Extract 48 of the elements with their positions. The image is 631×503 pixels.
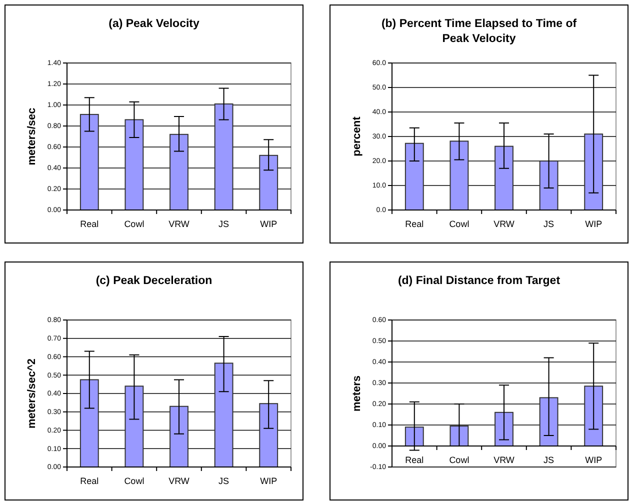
x-tick-label: WIP — [585, 219, 602, 229]
x-tick-label: WIP — [260, 219, 278, 229]
chart-title: (b) Percent Time Elapsed to Time of Peak Velocity — [381, 18, 577, 45]
bar — [124, 119, 144, 210]
x-tick-label: Real — [80, 219, 99, 229]
bar — [170, 406, 188, 468]
bar — [259, 403, 278, 468]
x-tick-label: JS — [544, 219, 554, 229]
bar — [539, 160, 558, 210]
x-tick-label: JS — [218, 219, 230, 229]
bar — [80, 379, 99, 468]
bar — [494, 146, 514, 210]
x-tick-label: JS — [544, 455, 554, 465]
x-tick-label: WIP — [585, 455, 602, 465]
x-tick-label: Real — [405, 455, 424, 465]
bar — [80, 114, 99, 210]
chart-title: (c) Peak Deceleration — [96, 275, 212, 287]
bar — [259, 154, 278, 210]
bar — [214, 362, 234, 468]
x-tick-label: JS — [218, 476, 230, 486]
bar — [584, 134, 604, 210]
bar — [539, 397, 558, 446]
bar — [494, 412, 514, 446]
chart-title: (a) Peak Velocity — [108, 18, 200, 30]
x-tick-label: VRW — [494, 455, 515, 465]
y-axis-title: meters/sec^2 — [26, 358, 38, 429]
x-tick-label: Cowl — [124, 219, 144, 229]
y-axis-title: meters/sec — [26, 108, 38, 166]
bar — [170, 134, 188, 210]
x-tick-label: VRW — [168, 476, 190, 486]
bar — [450, 426, 469, 446]
x-tick-label: WIP — [260, 476, 278, 486]
bar — [404, 426, 424, 446]
x-tick-label: Cowl — [449, 219, 470, 229]
x-tick-label: Real — [405, 219, 424, 229]
x-tick-label: Real — [80, 476, 99, 486]
bar — [450, 140, 469, 210]
bar — [214, 103, 234, 210]
x-tick-label: VRW — [168, 219, 190, 229]
bar — [124, 386, 144, 468]
x-tick-label: VRW — [494, 219, 515, 229]
x-tick-label: Cowl — [449, 455, 470, 465]
bar — [584, 386, 604, 446]
y-axis-title: percent — [351, 116, 363, 156]
x-tick-label: Cowl — [124, 476, 144, 486]
y-axis-title: meters — [351, 375, 363, 412]
chart-title: (d) Final Distance from Target — [398, 275, 560, 287]
bar — [404, 142, 424, 210]
